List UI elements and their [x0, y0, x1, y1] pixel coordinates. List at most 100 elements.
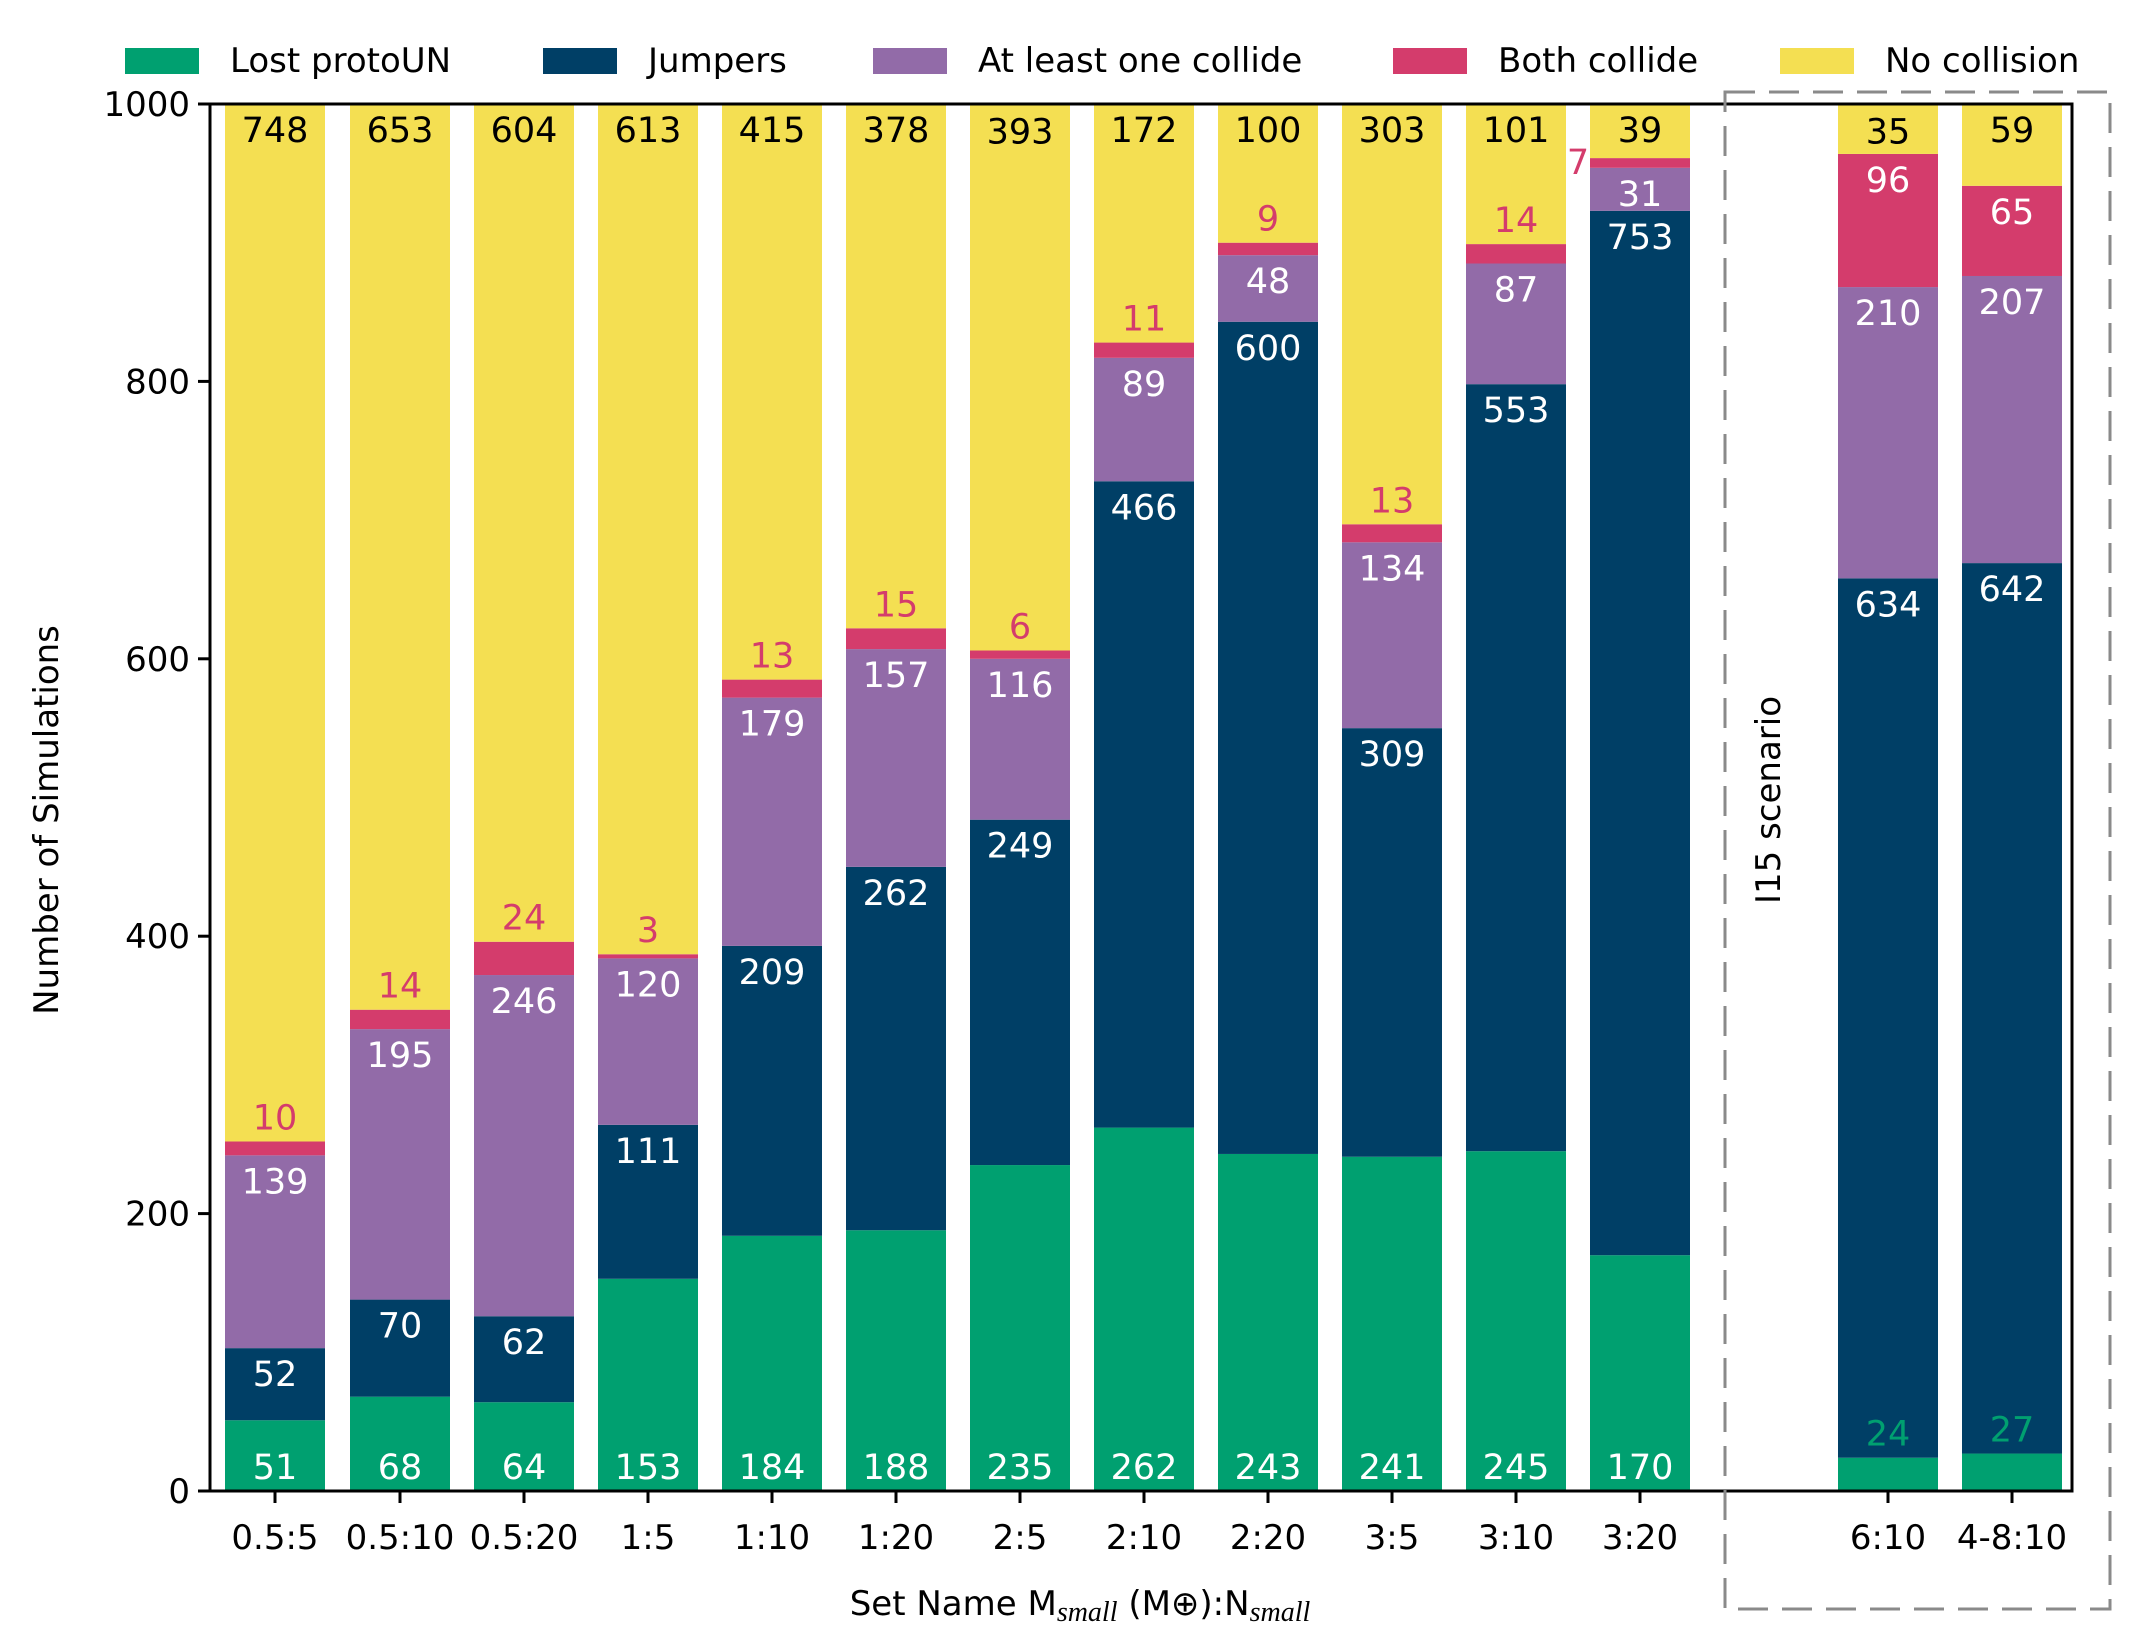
bar-segment	[350, 1029, 450, 1300]
legend: Lost protoUN Jumpers At least one collide B…	[125, 41, 2079, 81]
bar-segment	[1094, 1127, 1194, 1491]
legend-swatch	[1780, 48, 1854, 74]
data-label: 7	[1567, 143, 1589, 183]
data-label: 27	[1990, 1411, 2035, 1451]
data-label: 120	[615, 965, 682, 1005]
value-labels: 5152139107486870195146536462246246041531…	[242, 111, 2046, 1488]
bar-segment	[846, 649, 946, 867]
data-label: 13	[1370, 481, 1415, 521]
bar-segment	[722, 697, 822, 946]
data-label: 35	[1866, 112, 1911, 152]
y-tick-label: 800	[125, 362, 190, 402]
data-label: 553	[1483, 391, 1550, 431]
y-axis-title: Number of Simulations	[27, 625, 67, 1015]
bar-segment	[970, 658, 1070, 820]
data-label: 179	[739, 705, 806, 745]
data-label: 9	[1257, 200, 1279, 240]
data-label: 116	[987, 666, 1054, 706]
bar-segment	[1590, 167, 1690, 211]
data-label: 303	[1359, 111, 1426, 151]
data-label: 68	[378, 1448, 423, 1488]
data-label: 170	[1607, 1448, 1674, 1488]
y-tick-label: 600	[125, 640, 190, 680]
data-label: 249	[987, 827, 1054, 867]
data-label: 393	[987, 112, 1054, 152]
bar-segment	[225, 104, 325, 1142]
bar-segment	[1218, 104, 1318, 243]
data-label: 378	[863, 111, 930, 151]
bar-segment	[1838, 578, 1938, 1458]
bar-segment	[1466, 1151, 1566, 1491]
axes: 0 200 400 600 800 1000 0.5:5 0.5:10 0.5:20 1:5 1:1…	[103, 85, 2074, 1558]
data-label: 13	[750, 637, 795, 677]
x-tick-label: 1:10	[734, 1518, 810, 1558]
data-label: 14	[378, 967, 423, 1007]
data-label: 241	[1359, 1448, 1426, 1488]
bar-segment	[970, 1165, 1070, 1491]
bar-segment	[350, 1009, 450, 1030]
bar-segment	[474, 941, 574, 976]
x-axis-title: Set Name Msmall (M⊕):Nsmall	[850, 1584, 1311, 1628]
data-label: 51	[253, 1448, 298, 1488]
x-tick-label: 1:5	[621, 1518, 676, 1558]
data-label: 172	[1111, 111, 1178, 151]
legend-label: No collision	[1885, 41, 2079, 81]
bar-segment	[1342, 542, 1442, 729]
data-label: 210	[1855, 294, 1922, 334]
data-label: 87	[1494, 271, 1539, 311]
legend-swatch	[125, 48, 199, 74]
data-label: 262	[1111, 1448, 1178, 1488]
y-tick-label: 1000	[103, 85, 190, 125]
bar-segment	[474, 1402, 574, 1491]
bars	[225, 104, 2062, 1491]
x-tick-label: 0.5:20	[470, 1518, 579, 1558]
bar-segment	[1838, 1457, 1938, 1491]
bar-segment	[1838, 105, 1938, 154]
data-label: 642	[1979, 570, 2046, 610]
bar-segment	[1094, 357, 1194, 482]
bar-segment	[722, 104, 822, 680]
bar-segment	[225, 1420, 325, 1491]
bar-segment	[598, 104, 698, 955]
legend-swatch	[1393, 48, 1467, 74]
bar-segment	[1342, 524, 1442, 543]
bar-segment	[1962, 563, 2062, 1454]
bar-segment	[722, 945, 822, 1236]
data-label: 96	[1866, 161, 1911, 201]
bar-segment	[1466, 244, 1566, 264]
bar-segment	[1962, 185, 2062, 276]
data-label: 209	[739, 953, 806, 993]
data-label: 188	[863, 1448, 930, 1488]
data-label: 6	[1009, 607, 1031, 647]
bar-segment	[225, 1141, 325, 1156]
bar-segment	[1094, 104, 1194, 343]
data-label: 235	[987, 1448, 1054, 1488]
x-tick-label: 2:5	[993, 1518, 1048, 1558]
data-label: 466	[1111, 488, 1178, 528]
data-label: 246	[491, 982, 558, 1022]
data-label: 24	[502, 899, 547, 939]
x-tick-label: 3:10	[1478, 1518, 1554, 1558]
data-label: 262	[863, 874, 930, 914]
bar-segment	[598, 1278, 698, 1491]
data-label: 31	[1618, 175, 1663, 215]
bar-segment	[846, 1230, 946, 1491]
legend-label: Jumpers	[646, 41, 787, 81]
data-label: 653	[367, 111, 434, 151]
bar-segment	[1590, 210, 1690, 1256]
data-label: 65	[1990, 193, 2035, 233]
legend-label: At least one collide	[978, 41, 1302, 81]
bar-segment	[225, 1155, 325, 1349]
bar-segment	[350, 1396, 450, 1491]
bar-segment	[1590, 1255, 1690, 1491]
data-label: 52	[253, 1355, 298, 1395]
bar-segment	[1962, 104, 2062, 186]
bar-segment	[1218, 255, 1318, 322]
bar-segment	[1466, 104, 1566, 245]
data-label: 14	[1494, 201, 1539, 241]
data-label: 184	[739, 1448, 806, 1488]
x-tick-label: 0.5:10	[346, 1518, 455, 1558]
data-label: 157	[863, 656, 930, 696]
data-label: 245	[1483, 1448, 1550, 1488]
